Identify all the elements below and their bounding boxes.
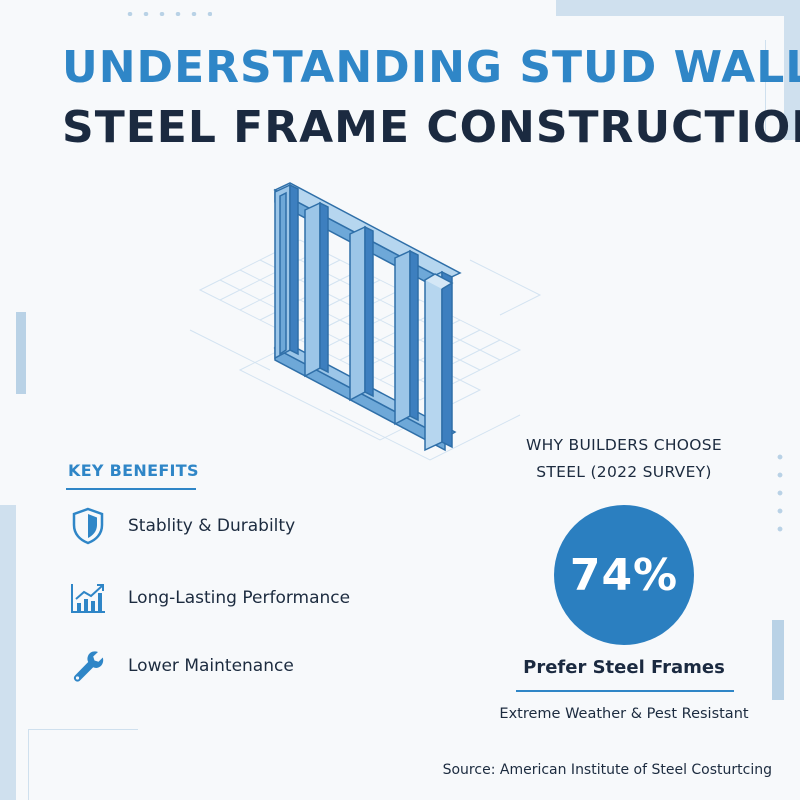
percent-value: 74% (569, 549, 679, 601)
survey-caption: Prefer Steel Frames (523, 657, 725, 678)
decor-line-top-right (765, 40, 766, 140)
benefit-label: Long-Lasting Performance (128, 588, 351, 608)
decor-bar-top-right (556, 0, 800, 16)
key-benefits-heading: KEY BENEFITS (68, 461, 199, 480)
decor-bar-left (16, 312, 26, 394)
studs (274, 183, 454, 452)
benefit-label: Lower Maintenance (128, 656, 294, 676)
benefit-item-maintenance: Lower Maintenance (66, 646, 294, 686)
survey-heading: WHY BUILDERS CHOOSE STEEL (2022 SURVEY) (500, 432, 748, 486)
title-line-2: STEEL FRAME CONSTRUCTION (62, 102, 800, 153)
stud-wall-illustration (189, 182, 542, 461)
decor-line-bottom-left-h (28, 729, 138, 730)
benefit-item-performance: Long-Lasting Performance (66, 578, 350, 618)
percent-circle: 74% (554, 505, 694, 645)
key-benefits-underline (66, 488, 196, 490)
benefit-label: Stablity & Durabilty (128, 516, 296, 536)
decor-bar-top-right-vertical (784, 0, 800, 140)
decor-bar-bottom-left (0, 505, 16, 800)
benefit-item-stability: Stablity & Durabilty (66, 506, 295, 546)
source-credit: Source: American Institute of Steel Cost… (442, 762, 772, 778)
decor-line-bottom-left (28, 730, 29, 800)
decor-dots-top (122, 12, 212, 16)
wrench-icon (66, 646, 110, 686)
decor-dots-right (777, 448, 783, 544)
survey-heading-line-1: WHY BUILDERS CHOOSE (525, 436, 723, 454)
survey-heading-line-2: STEEL (2022 SURVEY) (536, 463, 712, 481)
title-line-1: UNDERSTANDING STUD WALL (62, 42, 800, 93)
shield-icon (66, 506, 110, 546)
survey-subcaption: Extreme Weather & Pest Resistant (499, 706, 749, 722)
decor-bar-right (772, 620, 784, 700)
survey-caption-underline (516, 690, 734, 692)
growth-chart-icon (66, 578, 110, 618)
